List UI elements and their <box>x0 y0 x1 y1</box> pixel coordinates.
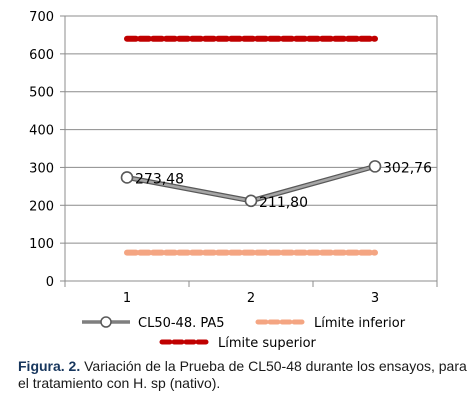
line-chart: 0 100 200 300 400 500 600 700 1 2 3 273,48 211,80 3… <box>29 10 438 350</box>
caption-text: Variación de la Prueba de CL50-48 durant… <box>18 358 467 391</box>
data-point <box>244 194 258 208</box>
y-tick-labels: 0 100 200 300 400 500 600 700 <box>29 10 54 290</box>
x-tick-label: 3 <box>371 291 379 306</box>
data-label: 273,48 <box>135 171 184 187</box>
data-label: 302,76 <box>383 160 432 176</box>
data-labels: 273,48 211,80 302,76 <box>135 160 432 210</box>
x-tick-label: 1 <box>123 291 131 306</box>
x-tick-labels: 1 2 3 <box>123 291 379 306</box>
gridlines <box>65 15 437 282</box>
legend-item: CL50-48. PA5 <box>82 316 225 331</box>
y-tick-label: 500 <box>29 86 54 101</box>
series-markers <box>120 160 382 208</box>
legend-label: CL50-48. PA5 <box>138 316 225 331</box>
series-lines <box>124 35 378 256</box>
legend: CL50-48. PA5 Límite inferior Límite superi… <box>82 316 406 350</box>
y-tick-label: 0 <box>46 275 54 290</box>
data-point <box>120 171 134 184</box>
caption-lead: Figura. 2. <box>18 358 81 374</box>
y-tick-label: 200 <box>29 199 54 214</box>
x-tick-label: 2 <box>247 291 255 306</box>
y-tick-label: 600 <box>29 48 54 63</box>
figure-caption: Figura. 2. Variación de la Prueba de CL5… <box>18 358 468 392</box>
legend-item: Límite superior <box>159 336 317 350</box>
legend-marker <box>100 316 112 328</box>
legend-item: Límite inferior <box>255 316 406 331</box>
y-tick-label: 400 <box>29 124 54 139</box>
y-tick-label: 300 <box>29 161 54 176</box>
legend-label: Límite superior <box>218 336 317 350</box>
data-label: 211,80 <box>259 195 308 211</box>
axes <box>60 15 438 287</box>
y-tick-label: 700 <box>29 10 54 25</box>
y-tick-label: 100 <box>29 237 54 252</box>
legend-label: Límite inferior <box>314 316 406 331</box>
data-point <box>368 160 382 173</box>
